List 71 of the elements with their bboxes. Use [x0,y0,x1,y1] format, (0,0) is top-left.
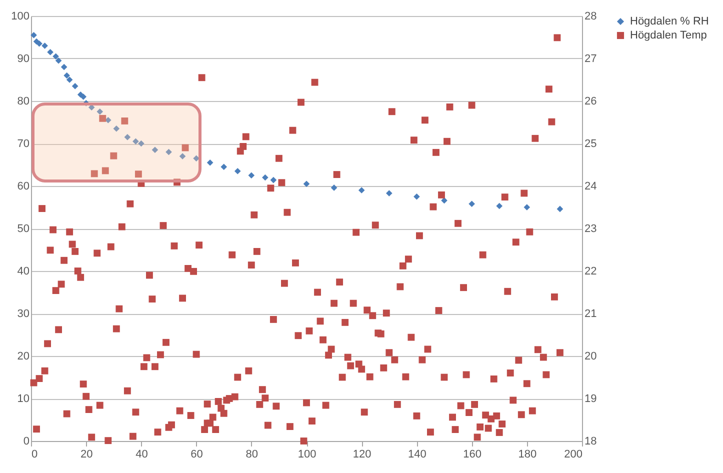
y2-tick-label: 18 [584,436,597,448]
y-tick-label: 70 [17,138,30,150]
x-tick-label: 100 [298,448,316,460]
x-tick-label: 40 [136,448,148,460]
point [132,138,139,145]
y2-tick-label: 19 [584,393,597,405]
x-tick-label: 140 [408,448,426,460]
point [414,193,420,200]
point [152,146,158,154]
point [179,153,186,160]
y2-tick-label: 23 [584,223,597,235]
y2-tick-label: 27 [584,53,597,65]
point [64,72,70,79]
point [30,32,37,38]
legend-label: Högdalen Temp [630,30,707,42]
y2-tick-label: 26 [584,96,597,108]
point [234,168,241,174]
x-tick-label: 60 [190,448,203,460]
point [113,125,120,132]
point [206,159,214,166]
y-tick-label: 30 [17,308,30,320]
point [166,148,172,156]
point [270,176,277,184]
y2-tick-label: 25 [584,138,597,150]
legend-label: Högdalen % RH [630,16,709,28]
point [52,53,59,60]
x-tick-label: 0 [32,448,38,460]
point [496,202,503,210]
point [303,180,310,188]
y-tick-label: 90 [17,53,30,65]
y-tick-label: 80 [17,96,30,108]
x-tick-label: 160 [463,448,482,460]
x-tick-label: 80 [246,448,258,460]
y-tick-label: 40 [17,266,30,278]
point [80,94,87,100]
point [42,42,48,49]
point [386,190,392,196]
point [262,174,268,181]
point [124,134,131,140]
x-tick-label: 200 [564,448,582,460]
x-tick-label: 180 [518,448,537,460]
y2-tick-label: 20 [584,350,597,362]
point [468,200,475,208]
point [47,48,54,56]
y2-tick-label: 22 [584,266,597,278]
y2-tick-label: 24 [584,180,597,192]
point [55,57,62,64]
point [193,155,200,162]
point [358,187,365,194]
point [556,206,564,212]
point [220,164,228,170]
y-tick-label: 60 [17,180,30,192]
point [66,76,73,83]
point [330,184,338,191]
point [248,172,255,179]
y-tick-label: 100 [11,10,30,22]
y-tick-label: 0 [23,436,30,448]
x-tick-label: 120 [352,448,372,460]
point [524,204,530,210]
point [138,140,144,147]
y-tick-label: 20 [17,350,30,362]
point [96,108,104,115]
y2-tick-label: 21 [584,308,597,320]
y2-tick-label: 28 [584,10,597,22]
point [82,100,90,106]
point [60,64,68,70]
x-tick-label: 20 [80,448,93,460]
y-tick-label: 10 [17,393,30,405]
point [72,82,78,90]
point [36,40,42,47]
y-tick-label: 50 [17,223,30,235]
